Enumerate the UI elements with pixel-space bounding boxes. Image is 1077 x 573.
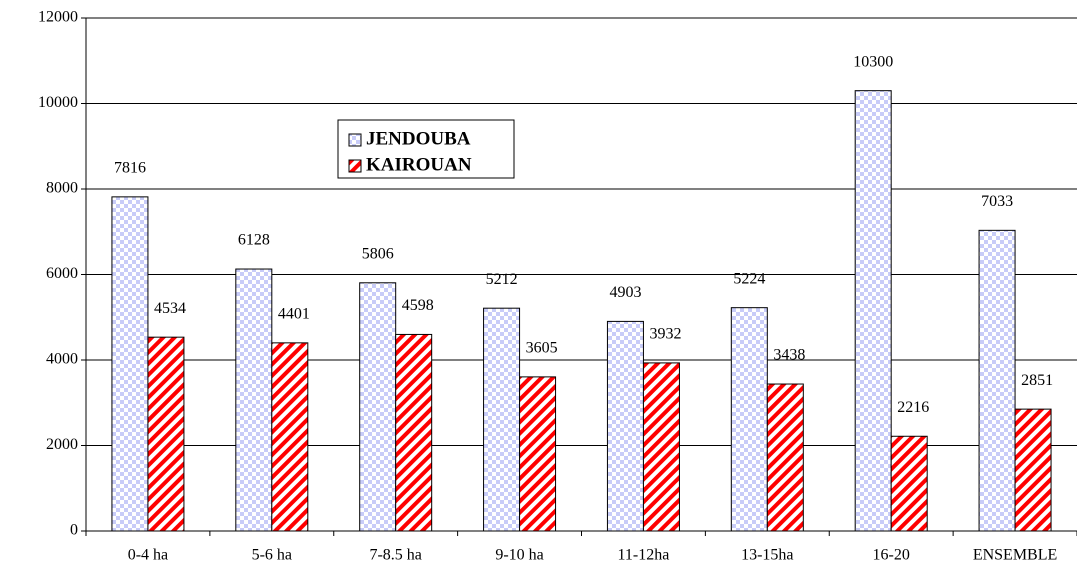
data-label: 3605 (526, 340, 558, 357)
legend-swatch (348, 133, 362, 147)
y-tick-label: 10000 (38, 94, 78, 111)
bar (359, 282, 397, 532)
data-label: 6128 (238, 232, 270, 249)
y-tick-label: 0 (70, 522, 78, 539)
x-tick-label: ENSEMBLE (973, 547, 1057, 564)
data-label: 7816 (114, 160, 146, 177)
legend-swatch (348, 159, 362, 173)
y-tick-label: 6000 (46, 265, 78, 282)
bar (854, 90, 892, 532)
bar (730, 307, 768, 532)
bar (642, 362, 680, 532)
y-tick-label: 2000 (46, 436, 78, 453)
data-label: 5224 (733, 270, 765, 287)
data-label: 3438 (773, 347, 805, 364)
x-tick-label: 5-6 ha (252, 547, 292, 564)
legend-label: KAIROUAN (366, 154, 472, 175)
data-label: 7033 (981, 193, 1013, 210)
bar (766, 383, 804, 532)
bar (606, 320, 644, 532)
data-label: 4401 (278, 306, 310, 323)
bar (395, 333, 433, 532)
data-label: 4598 (402, 297, 434, 314)
y-tick-label: 4000 (46, 351, 78, 368)
data-label: 2216 (897, 399, 929, 416)
data-label: 4534 (154, 300, 186, 317)
y-tick-label: 12000 (38, 9, 78, 26)
x-tick-label: 9-10 ha (495, 547, 543, 564)
data-label: 10300 (853, 53, 893, 70)
bar (147, 336, 185, 532)
data-label: 5806 (362, 245, 394, 262)
bar (890, 435, 928, 532)
data-label: 5212 (486, 271, 518, 288)
x-tick-label: 11-12ha (618, 547, 670, 564)
legend-label: JENDOUBA (366, 128, 471, 149)
data-label: 4903 (609, 284, 641, 301)
bar (235, 268, 273, 532)
bar (519, 376, 557, 532)
bar (483, 307, 521, 532)
y-tick-label: 8000 (46, 180, 78, 197)
data-label: 2851 (1021, 372, 1053, 389)
legend (337, 119, 515, 179)
x-tick-label: 16-20 (873, 547, 910, 564)
x-tick-label: 7-8.5 ha (369, 547, 421, 564)
data-label: 3932 (649, 326, 681, 343)
bar (271, 342, 309, 532)
bar (111, 196, 149, 532)
bar (1014, 408, 1052, 532)
x-tick-label: 0-4 ha (128, 547, 168, 564)
x-tick-label: 13-15ha (741, 547, 793, 564)
bar (978, 229, 1016, 532)
